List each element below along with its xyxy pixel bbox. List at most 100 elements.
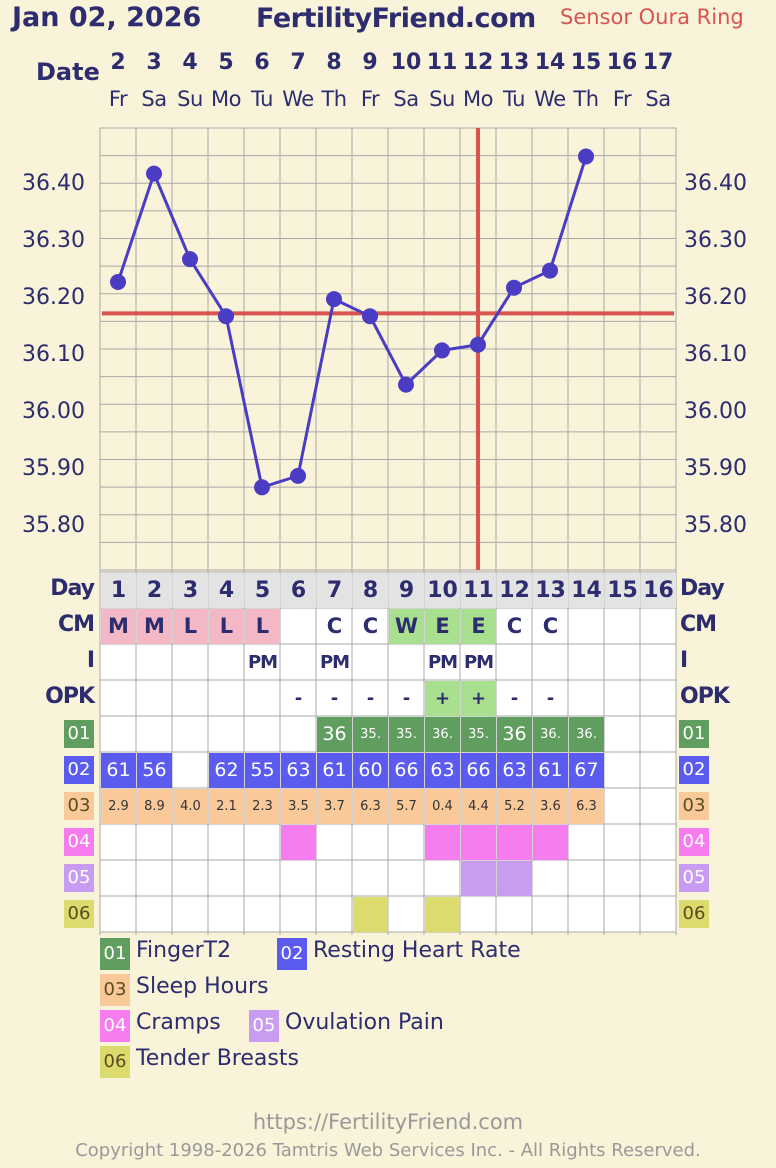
cell-i: [605, 645, 640, 680]
cell-cm: L: [173, 609, 208, 644]
cell-r01: [209, 717, 244, 752]
row-label-right-day: Day: [680, 576, 725, 601]
legend-label: Sleep Hours: [136, 974, 269, 999]
temperature-point: [398, 376, 414, 393]
day-of-week: Mo: [463, 87, 493, 111]
cell-r03: 2.3: [245, 789, 280, 824]
legend-badge-05: 05: [249, 1010, 279, 1042]
cell-r06: [605, 897, 640, 932]
cell-i: [641, 645, 676, 680]
legend-badge-06: 06: [100, 1046, 130, 1078]
cell-r02: [173, 753, 208, 788]
cell-cm: C: [542, 614, 559, 638]
cell-r05: [533, 861, 568, 896]
temperature-point: [506, 279, 522, 296]
cell-r05: [245, 861, 280, 896]
cell-cm: [569, 609, 604, 644]
day-of-week: Th: [321, 87, 347, 111]
cell-opk: [101, 681, 136, 716]
row-label-right-i: I: [680, 648, 688, 673]
cell-r03: [605, 789, 640, 824]
temperature-point: [362, 308, 378, 325]
cell-cm: L: [209, 609, 244, 644]
cell-cm: L: [245, 609, 280, 644]
cell-r03: 2.1: [209, 789, 244, 824]
cell-opk: [605, 681, 640, 716]
cell-r04: [281, 825, 316, 860]
cell-r02: 63: [281, 753, 316, 788]
cell-cm: E: [461, 609, 496, 644]
cell-i: [209, 645, 244, 680]
date-number: 11: [426, 50, 458, 75]
cell-r03: 4.0: [173, 789, 208, 824]
day-of-week: Mo: [211, 87, 241, 111]
cell-r01: [281, 717, 316, 752]
cell-r06: [425, 897, 460, 932]
cell-r03: 0.4: [425, 789, 460, 824]
cell-r03: 2.9: [101, 789, 136, 824]
cell-r04: [605, 825, 640, 860]
row-label-opk: OPK: [45, 684, 95, 709]
cell-r03: 3.5: [281, 789, 316, 824]
date-number: 10: [390, 50, 422, 75]
cell-r06: [641, 897, 676, 932]
footer-url[interactable]: https://FertilityFriend.com: [252, 1110, 524, 1134]
cell-r02: 61: [317, 753, 352, 788]
cell-r03: 4.4: [461, 789, 496, 824]
cell-cm: C: [362, 614, 379, 638]
cell-cm: W: [389, 609, 424, 644]
cell-i: PM: [463, 652, 494, 673]
cell-r02: [641, 753, 676, 788]
date-number: 9: [362, 50, 378, 75]
y-tick-label-right: 36.30: [684, 228, 747, 254]
cell-opk: [209, 681, 244, 716]
cell-r02: 66: [461, 753, 496, 788]
cell-r06: [389, 897, 424, 932]
cell-r06: [245, 897, 280, 932]
cell-r05: [101, 861, 136, 896]
cell-opk: -: [546, 688, 555, 709]
day-of-week: We: [534, 87, 566, 111]
row-badge-right-r03: 03: [679, 792, 709, 820]
y-tick-label-right: 36.40: [684, 171, 747, 197]
chart-date: Jan 02, 2026: [12, 2, 202, 33]
day-of-week: We: [282, 87, 314, 111]
cell-r06: [533, 897, 568, 932]
cell-opk: -: [330, 688, 339, 709]
temperature-point: [182, 251, 198, 268]
cell-day: 13: [533, 573, 568, 608]
day-of-week: Fr: [108, 87, 128, 111]
cell-day: 11: [461, 573, 496, 608]
cell-r04: [245, 825, 280, 860]
cell-opk: +: [425, 681, 460, 716]
cell-r06: [209, 897, 244, 932]
row-label-cm: CM: [57, 612, 95, 637]
cell-r04: [353, 825, 388, 860]
cell-r04: [173, 825, 208, 860]
cell-r05: [569, 861, 604, 896]
temperature-point: [146, 165, 162, 182]
y-tick-label-left: 36.40: [22, 171, 85, 197]
legend-label: Resting Heart Rate: [313, 938, 521, 963]
cell-r01: 36.: [533, 717, 568, 752]
row-label-day: Day: [50, 576, 95, 601]
cell-r01: 35.: [461, 717, 496, 752]
row-badge-right-r01: 01: [679, 720, 709, 748]
cell-r06: [461, 897, 496, 932]
legend-badge-04: 04: [100, 1010, 130, 1042]
row-badge-r05: 05: [64, 864, 94, 892]
cell-r05: [389, 861, 424, 896]
cell-cm: [605, 609, 640, 644]
cell-r01: 35.: [389, 717, 424, 752]
cell-opk: -: [510, 688, 519, 709]
cell-i: [101, 645, 136, 680]
cell-r03: 8.9: [137, 789, 172, 824]
row-label-right-opk: OPK: [680, 684, 730, 709]
temperature-point: [578, 148, 594, 165]
cell-day: 2: [137, 573, 172, 608]
cell-r02: 56: [137, 753, 172, 788]
legend-badge-02: 02: [277, 938, 307, 970]
cell-day: 10: [425, 573, 460, 608]
row-badge-right-r05: 05: [679, 864, 709, 892]
y-tick-label-left: 36.00: [22, 399, 85, 425]
